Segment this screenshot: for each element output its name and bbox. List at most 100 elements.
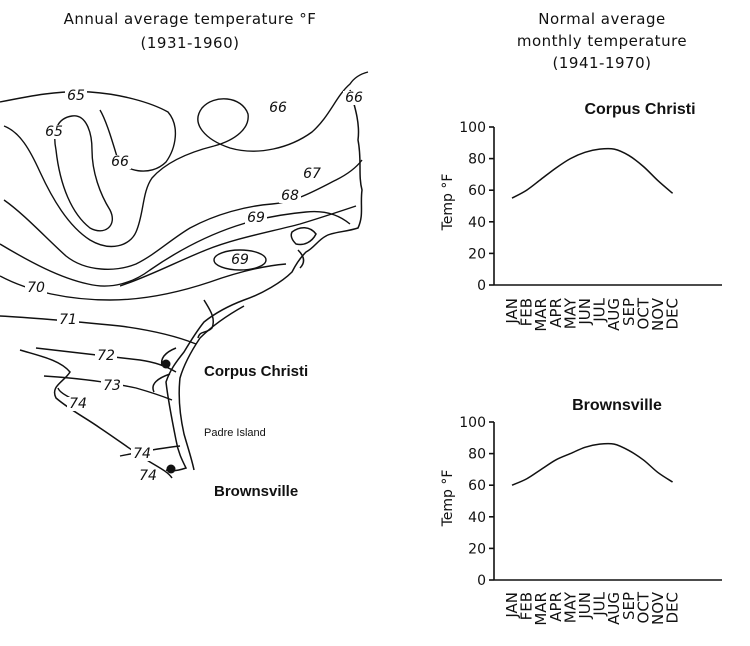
brownsville-dot	[166, 464, 176, 474]
isotherm-label-bg	[109, 155, 131, 169]
x-tick-label: OCT	[634, 297, 652, 329]
y-tick-label: 80	[468, 152, 486, 168]
y-axis-label: Temp °F	[440, 174, 456, 232]
y-tick-label: 40	[468, 510, 486, 526]
isotherm-label-bg	[131, 447, 153, 461]
isotherm-label-bg	[267, 101, 289, 115]
isotherm-label-bg	[95, 349, 117, 363]
isotherm-65-outer	[0, 90, 176, 172]
y-axis-label: Temp °F	[440, 470, 456, 528]
isotherm-label-bg	[65, 89, 87, 103]
rio-grande	[19, 349, 173, 479]
y-tick-label: 60	[468, 478, 486, 494]
isotherm-label-bg	[101, 379, 123, 393]
x-tick-label: JUN	[576, 298, 594, 326]
chart-title: Brownsville	[572, 397, 662, 414]
y-tick-label: 100	[459, 415, 486, 431]
isotherm-label-bg	[25, 281, 47, 295]
x-tick-label: NOV	[649, 591, 667, 625]
chart-marks: 0 20 40 60 80 100 JANFEBMARAPRMAYJUNJULAUGSEPO…	[459, 120, 722, 332]
isotherm-label: 68	[281, 188, 299, 204]
isotherm-label: 66	[111, 154, 129, 170]
y-tick-label: 20	[468, 246, 486, 262]
isotherm-73	[43, 375, 173, 401]
label-brownsville: Brownsville	[214, 483, 298, 500]
isotherm-label: 65	[45, 124, 63, 140]
x-tick-label: JUN	[576, 592, 594, 620]
isotherm-label-bg	[279, 189, 301, 203]
isotherm-label: 65	[67, 88, 85, 104]
x-tick-label: MAY	[561, 591, 579, 623]
map-title-line1: Annual average temperature °F	[64, 10, 317, 28]
y-tick-label: 60	[468, 183, 486, 199]
isotherm-label-bg	[57, 313, 79, 327]
isotherm-label-bg	[343, 91, 365, 105]
x-tick-label: JAN	[503, 592, 521, 619]
x-tick-label: JUL	[591, 591, 609, 616]
coastline	[165, 89, 363, 472]
x-tick-label: JAN	[503, 298, 521, 325]
isotherm-69-island	[213, 249, 267, 271]
isotherm-65-inner	[54, 115, 113, 232]
x-tick-label: SEP	[620, 298, 638, 326]
x-tick-label: FEB	[518, 298, 536, 326]
isotherm-67	[3, 159, 363, 270]
isotherm-label: 74	[133, 446, 151, 462]
x-tick-label: JUL	[591, 297, 609, 322]
isotherm-68	[119, 205, 357, 287]
charts-header-line3: (1941-1970)	[553, 54, 652, 72]
chart-corpus-christi: Corpus Christi Temp °F 0 20 40 60 80 100 JANFE…	[440, 101, 722, 332]
y-tick-label: 100	[459, 120, 486, 136]
isotherm-label: 72	[97, 348, 115, 364]
bay-detail	[297, 249, 305, 269]
x-tick-label: APR	[547, 592, 565, 622]
isotherm-71	[0, 315, 197, 345]
isotherm-label: 71	[59, 312, 77, 328]
x-tick-label: MAY	[561, 297, 579, 329]
isotherm-label-bg	[245, 211, 267, 225]
isotherm-66-left	[3, 125, 215, 248]
bay-outline	[290, 227, 317, 246]
chart-title: Corpus Christi	[584, 101, 695, 118]
x-tick-label: FEB	[518, 592, 536, 620]
map-title-line2: (1931-1960)	[141, 34, 240, 52]
isotherm-label: 74	[139, 468, 157, 484]
isotherm-label: 67	[303, 166, 321, 182]
isotherm-label-bg	[43, 125, 65, 139]
isotherm-label-bg	[301, 167, 323, 181]
label-padre-island: Padre Island	[204, 427, 266, 439]
chart-brownsville: Brownsville Temp °F 020406080100JANFEBMA…	[440, 397, 722, 626]
isotherm-69	[0, 210, 351, 287]
y-tick-label: 80	[468, 447, 486, 463]
x-tick-label: MAR	[532, 592, 550, 626]
x-tick-label: APR	[547, 298, 565, 328]
series-line-temperature	[511, 442, 674, 486]
x-tick-label: MAR	[532, 298, 550, 332]
y-tick-label: 20	[468, 541, 486, 557]
isotherm-label: 66	[269, 100, 287, 116]
x-tick-label: SEP	[620, 592, 638, 620]
isotherm-label: 66	[345, 90, 363, 106]
isotherm-label-bg	[67, 397, 89, 411]
y-tick-label: 0	[477, 278, 486, 294]
padre-island	[178, 305, 245, 471]
x-tick-label: AUG	[605, 592, 623, 625]
isotherm-label: 69	[231, 252, 249, 268]
isotherm-label-bg	[137, 469, 159, 483]
y-tick-label: 40	[468, 215, 486, 231]
series-line-temperature	[511, 147, 674, 199]
isotherm-label-bg	[229, 253, 251, 267]
x-tick-label: NOV	[649, 297, 667, 331]
x-tick-label: AUG	[605, 298, 623, 331]
isotherm-label: 74	[69, 396, 87, 412]
charts-header-line1: Normal average	[538, 10, 665, 28]
isotherm-label: 70	[27, 280, 45, 296]
x-tick-label: OCT	[634, 591, 652, 623]
isotherm-label: 73	[103, 378, 121, 394]
inlet-3	[152, 373, 171, 393]
x-tick-label: DEC	[664, 298, 682, 330]
corpus-christi-dot	[161, 359, 171, 369]
